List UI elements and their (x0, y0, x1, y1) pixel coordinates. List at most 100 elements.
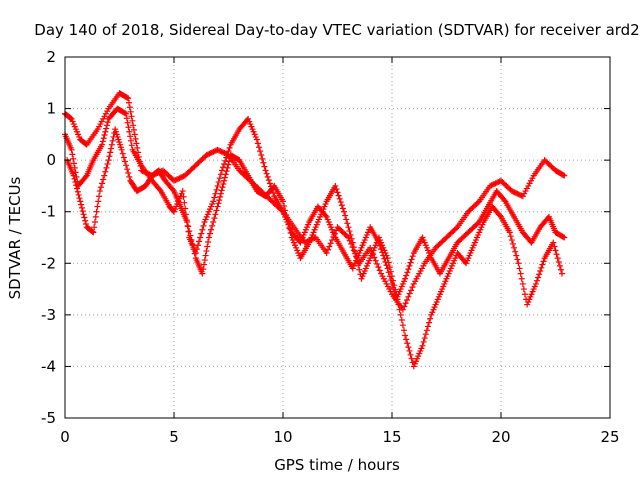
data-point (406, 290, 413, 297)
data-point (349, 239, 356, 246)
data-point (508, 237, 515, 244)
data-point (93, 208, 100, 215)
data-point (264, 173, 271, 180)
data-point (335, 192, 342, 199)
data-point (221, 150, 228, 157)
data-point (510, 188, 517, 195)
data-point (284, 216, 291, 223)
data-point (511, 189, 518, 196)
data-point (200, 261, 207, 268)
data-point (488, 182, 495, 189)
data-point (126, 128, 133, 135)
data-point (398, 317, 405, 324)
data-point (400, 327, 407, 334)
data-point (214, 146, 221, 153)
data-point (73, 185, 80, 192)
data-point (91, 224, 98, 231)
data-point (501, 197, 508, 204)
x-tick-label: 15 (382, 428, 401, 446)
data-point (553, 251, 560, 258)
data-point (253, 136, 260, 143)
data-point (102, 168, 109, 175)
data-point (323, 249, 330, 256)
data-point (407, 259, 414, 266)
data-point (556, 262, 563, 269)
data-point (423, 327, 430, 334)
data-point (453, 225, 460, 232)
y-tick-label: -2 (41, 254, 56, 272)
data-point (339, 205, 346, 212)
data-point (395, 301, 402, 308)
data-point (405, 293, 412, 300)
data-point (201, 257, 208, 264)
data-point (266, 180, 273, 187)
data-point (134, 144, 141, 151)
data-point (226, 144, 233, 151)
data-point (72, 169, 79, 176)
data-point (133, 140, 140, 147)
data-point (286, 225, 293, 232)
data-point (104, 161, 111, 168)
data-point (560, 233, 567, 240)
data-point (91, 219, 98, 226)
data-point (402, 300, 409, 307)
data-point (216, 175, 223, 182)
x-tick-label: 10 (273, 428, 292, 446)
data-point (521, 291, 528, 298)
data-point (254, 140, 261, 147)
data-point (124, 166, 131, 173)
data-point (194, 242, 201, 249)
data-point (557, 266, 564, 273)
data-point (539, 261, 546, 268)
data-point (515, 260, 522, 267)
data-point (203, 151, 210, 158)
data-point (561, 234, 568, 241)
data-point (184, 219, 191, 226)
data-point (77, 198, 84, 205)
data-point (126, 104, 133, 111)
data-point (128, 142, 135, 149)
data-point (185, 223, 192, 230)
data-point (132, 135, 139, 142)
data-point (322, 212, 329, 219)
data-point (517, 191, 524, 198)
grid-lines (65, 57, 610, 418)
y-tick-label: 1 (46, 100, 56, 118)
data-point (127, 108, 134, 115)
data-point (514, 190, 521, 197)
data-point (257, 148, 264, 155)
x-tick-label: 25 (600, 428, 619, 446)
data-point (175, 175, 182, 182)
data-point (393, 291, 400, 298)
data-point (221, 177, 228, 184)
data-point (180, 193, 187, 200)
data-point (356, 266, 363, 273)
data-point (344, 220, 351, 227)
data-point (551, 243, 558, 250)
data-point (408, 355, 415, 362)
data-point (311, 235, 318, 242)
data-point (489, 181, 496, 188)
data-point (220, 180, 227, 187)
data-point (401, 303, 408, 310)
data-point (211, 194, 218, 201)
data-point (96, 193, 103, 200)
data-point (103, 125, 110, 132)
data-point (176, 175, 183, 182)
data-point (404, 269, 411, 276)
data-point (68, 146, 75, 153)
data-point (169, 186, 176, 193)
data-point (69, 151, 76, 158)
data-point (210, 148, 217, 155)
data-point (215, 147, 222, 154)
data-point (172, 177, 179, 184)
data-point (209, 222, 216, 229)
data-point (82, 220, 89, 227)
data-point (130, 126, 137, 133)
data-point (120, 154, 127, 161)
data-point (329, 237, 336, 244)
data-point (422, 331, 429, 338)
data-point (406, 262, 413, 269)
data-point (107, 149, 114, 156)
